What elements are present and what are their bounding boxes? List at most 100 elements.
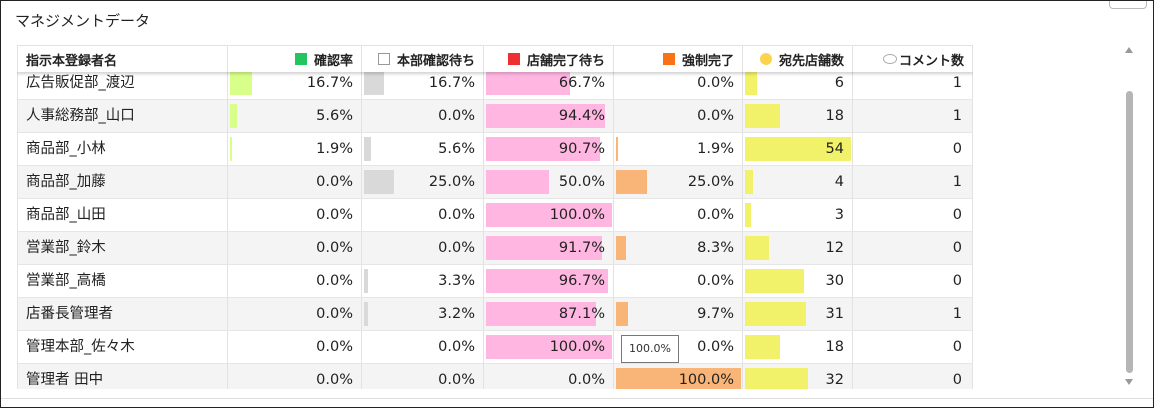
cell-approval: 0.0%	[228, 298, 362, 330]
table-row[interactable]: 営業部_高橋 0.0% 3.3% 96.7% 0.0% 30 0	[17, 265, 973, 298]
cell-forced-bar	[616, 137, 619, 161]
cell-forced: 0.0%	[614, 265, 743, 297]
cell-stores-bar	[745, 71, 757, 95]
header-hq-pending[interactable]: 本部確認待ち	[362, 45, 484, 72]
header-name[interactable]: 指示本登録者名	[17, 45, 228, 72]
cell-hq-pending: 5.6%	[362, 133, 484, 165]
table-row[interactable]: 商品部_小林 1.9% 5.6% 90.7% 1.9% 54 0	[17, 133, 973, 166]
cell-approval-value: 5.6%	[316, 108, 353, 124]
cell-hq-pending-value: 16.7%	[428, 75, 475, 91]
cell-stores-value: 4	[834, 174, 844, 190]
cell-store-pending-bar	[486, 71, 571, 95]
cell-stores: 30	[743, 265, 853, 297]
cell-approval: 0.0%	[228, 166, 362, 198]
cell-name: 商品部_加藤	[17, 166, 228, 198]
cell-store-pending-value: 100.0%	[549, 207, 605, 223]
cell-approval-value: 0.0%	[316, 306, 353, 322]
cell-stores-value: 18	[825, 339, 844, 355]
approval-legend-icon	[294, 53, 307, 65]
cell-comments: 1	[853, 298, 973, 330]
table-row[interactable]: 人事総務部_山口 5.6% 0.0% 94.4% 0.0% 18 1	[17, 100, 973, 133]
comment-bubble-icon	[882, 54, 897, 64]
header-forced-label: 強制完了	[681, 53, 734, 69]
cell-comments: 1	[853, 166, 973, 198]
cell-forced-value: 100.0%	[678, 372, 734, 388]
cell-stores-value: 3	[834, 207, 844, 223]
cell-stores-value: 12	[825, 240, 844, 256]
cell-stores-bar	[745, 302, 806, 326]
cell-store-pending: 66.7%	[484, 67, 614, 99]
cell-hq-pending-bar	[364, 269, 368, 293]
scroll-down-arrow-icon[interactable]	[1125, 379, 1133, 385]
cell-hq-pending: 25.0%	[362, 166, 484, 198]
header-approval[interactable]: 確認率	[228, 45, 362, 72]
cell-store-pending-bar	[486, 269, 608, 293]
cell-store-pending-value: 91.7%	[558, 240, 605, 256]
cell-comments-value: 1	[952, 75, 962, 91]
table-body: 広告販促部_渡辺 16.7% 16.7% 66.7% 0.0% 6 1 人事総務部_山口 5.6…	[17, 67, 973, 389]
data-table: 指示本登録者名 確認率 本部確認待ち 店舗完了待ち 強制完了 宛先店舗数	[17, 45, 973, 389]
cell-approval: 0.0%	[228, 331, 362, 363]
cell-stores-value: 6	[834, 75, 844, 91]
header-store-pending[interactable]: 店舗完了待ち	[484, 45, 614, 72]
cell-approval-value: 16.7%	[306, 75, 353, 91]
cell-store-pending: 96.7%	[484, 265, 614, 297]
cell-forced-bar	[616, 236, 627, 260]
cell-stores: 31	[743, 298, 853, 330]
table-row[interactable]: 広告販促部_渡辺 16.7% 16.7% 66.7% 0.0% 6 1	[17, 67, 973, 100]
panel-divider	[1, 398, 1153, 399]
vertical-scrollbar[interactable]	[1121, 45, 1139, 389]
cell-store-pending-bar	[486, 137, 601, 161]
cell-stores: 6	[743, 67, 853, 99]
cell-approval: 1.9%	[228, 133, 362, 165]
cell-comments: 0	[853, 364, 973, 389]
table-row[interactable]: 管理本部_佐々木 0.0% 0.0% 100.0% 0.0% 18 0	[17, 331, 973, 364]
table-row[interactable]: 営業部_鈴木 0.0% 0.0% 91.7% 8.3% 12 0	[17, 232, 973, 265]
row-name: 営業部_高橋	[26, 273, 106, 289]
table-row[interactable]: 店番長管理者 0.0% 3.2% 87.1% 9.7% 31 1	[17, 298, 973, 331]
cell-comments-value: 1	[952, 108, 962, 124]
cell-forced: 9.7%	[614, 298, 743, 330]
cell-forced-value: 8.3%	[697, 240, 734, 256]
cell-stores: 4	[743, 166, 853, 198]
table-row[interactable]: 管理者 田中 0.0% 0.0% 0.0% 100.0% 32 0	[17, 364, 973, 389]
panel-menu-button[interactable]	[1109, 1, 1147, 9]
scroll-thumb[interactable]	[1126, 91, 1133, 373]
cell-hq-pending: 0.0%	[362, 364, 484, 389]
header-forced[interactable]: 強制完了	[614, 45, 743, 72]
cell-stores: 32	[743, 364, 853, 389]
cell-hq-pending: 0.0%	[362, 199, 484, 231]
cell-store-pending-value: 66.7%	[558, 75, 605, 91]
cell-hq-pending-value: 0.0%	[438, 240, 475, 256]
header-comments[interactable]: コメント数	[853, 45, 973, 72]
cell-name: 管理者 田中	[17, 364, 228, 389]
header-stores[interactable]: 宛先店舗数	[743, 45, 853, 72]
cell-stores-bar	[745, 368, 808, 389]
cell-forced-value: 0.0%	[697, 273, 734, 289]
store-pending-legend-icon	[507, 53, 520, 65]
cell-comments: 1	[853, 100, 973, 132]
scroll-up-arrow-icon[interactable]	[1125, 47, 1133, 53]
table-row[interactable]: 商品部_加藤 0.0% 25.0% 50.0% 25.0% 4 1	[17, 166, 973, 199]
cell-approval: 16.7%	[228, 67, 362, 99]
cell-store-pending-bar	[486, 302, 596, 326]
cell-store-pending-bar	[486, 170, 549, 194]
cell-stores-value: 18	[825, 108, 844, 124]
cell-hq-pending-value: 3.2%	[438, 306, 475, 322]
cell-forced-value: 1.9%	[697, 141, 734, 157]
table-row[interactable]: 商品部_山田 0.0% 0.0% 100.0% 0.0% 3 0	[17, 199, 973, 232]
cell-approval-value: 0.0%	[316, 372, 353, 388]
cell-comments-value: 0	[952, 339, 962, 355]
cell-comments-value: 0	[952, 372, 962, 388]
cell-approval: 0.0%	[228, 232, 362, 264]
cell-stores-value: 32	[825, 372, 844, 388]
cell-comments: 1	[853, 67, 973, 99]
cell-comments-value: 0	[952, 207, 962, 223]
cell-comments: 0	[853, 199, 973, 231]
cell-hq-pending: 0.0%	[362, 331, 484, 363]
cell-forced: 100.0%	[614, 364, 743, 389]
cell-stores: 18	[743, 331, 853, 363]
cell-store-pending-value: 50.0%	[558, 174, 605, 190]
bar-tooltip: 100.0%	[621, 335, 679, 363]
